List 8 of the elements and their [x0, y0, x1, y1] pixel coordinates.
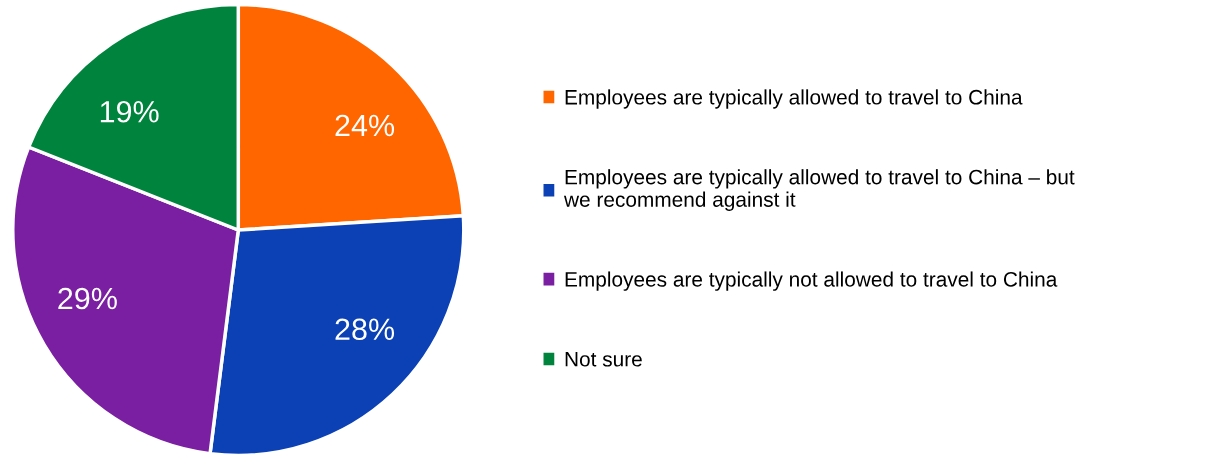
legend-label: Employees are typically allowed to travel to China – but we recommend against it [563, 169, 1075, 212]
data-label: 28% [335, 318, 395, 341]
legend-label: Employees are typically allowed to travel to China [565, 89, 1023, 109]
legend-label: Employees are typically not allowed to travel to China [565, 271, 1058, 291]
data-label: 24% [335, 114, 395, 137]
legend-label: Not sure [565, 352, 642, 367]
data-label: 29% [58, 287, 117, 310]
data-label: 19% [100, 100, 159, 123]
